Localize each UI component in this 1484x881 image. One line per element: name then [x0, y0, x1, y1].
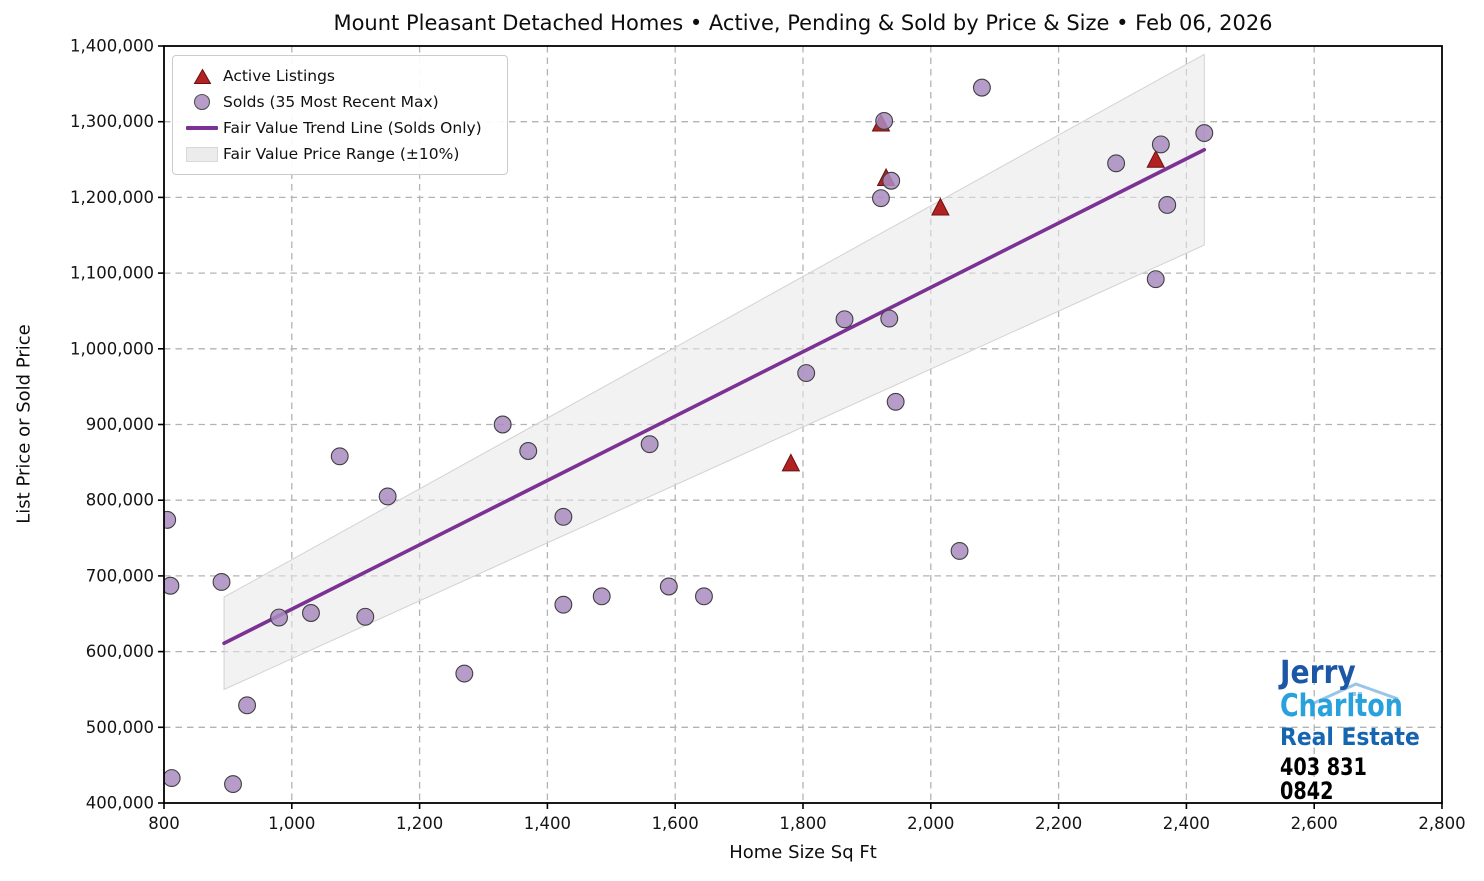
- y-tick-label: 700,000: [86, 566, 154, 585]
- chart-title: Mount Pleasant Detached Homes • Active, …: [333, 11, 1273, 35]
- roof-icon: [1313, 682, 1399, 705]
- legend-item-trend-line: Fair Value Trend Line (Solds Only): [181, 115, 497, 141]
- logo-charlton: Charlton: [1280, 688, 1403, 724]
- sold-point: [224, 775, 242, 794]
- y-tick-label: 800,000: [86, 491, 154, 510]
- y-tick-label: 1,300,000: [70, 112, 154, 131]
- sold-point: [330, 447, 349, 466]
- y-tick-label: 1,000,000: [70, 339, 154, 358]
- sold-point: [875, 111, 894, 130]
- x-tick-label: 2,800: [1418, 814, 1465, 833]
- active-listing-point: [781, 453, 801, 472]
- x-tick-label: 1,400: [524, 814, 571, 833]
- sold-point: [164, 576, 180, 595]
- sold-point: [356, 607, 375, 626]
- trend-line: [222, 147, 1207, 646]
- legend-label: Solds (35 Most Recent Max): [223, 93, 439, 111]
- sold-point: [882, 171, 901, 190]
- legend-item-solds: Solds (35 Most Recent Max): [181, 89, 497, 115]
- sold-point: [872, 189, 890, 208]
- sold-point: [1158, 196, 1177, 214]
- y-tick-label: 500,000: [86, 718, 154, 737]
- y-tick-label: 600,000: [86, 642, 154, 661]
- legend-item-active-listings: Active Listings: [181, 63, 497, 89]
- plot-data-group: [164, 53, 1214, 794]
- sold-point: [164, 510, 177, 529]
- y-tick-label: 900,000: [86, 415, 154, 434]
- y-tick-label: 1,100,000: [70, 264, 154, 283]
- sold-point: [519, 442, 538, 460]
- x-axis-title: Home Size Sq Ft: [729, 842, 877, 863]
- sold-point: [554, 507, 573, 526]
- sold-point: [640, 435, 659, 454]
- sold-point: [1107, 154, 1126, 173]
- legend-label: Fair Value Trend Line (Solds Only): [223, 119, 482, 137]
- trend-line-icon: [181, 126, 223, 130]
- y-tick-label: 1,200,000: [70, 188, 154, 207]
- sold-point: [880, 309, 899, 328]
- sold-circle-icon: [181, 93, 223, 111]
- sold-point: [592, 587, 611, 606]
- sold-point: [270, 608, 288, 627]
- y-tick-label: 1,400,000: [70, 37, 154, 56]
- price-range-band-icon: [181, 146, 223, 162]
- legend-label: Fair Value Price Range (±10%): [223, 145, 460, 163]
- y-tick-label: 400,000: [86, 794, 154, 813]
- logo-real-estate: Real Estate: [1280, 723, 1420, 751]
- logo-jerry: Jerry: [1280, 653, 1356, 691]
- sold-point: [238, 696, 257, 715]
- sold-point: [886, 392, 905, 411]
- x-tick-label: 2,000: [907, 814, 954, 833]
- sold-point: [950, 541, 969, 560]
- sold-point: [835, 310, 854, 329]
- sold-point: [972, 78, 991, 97]
- active-listing-point: [1146, 149, 1166, 168]
- x-tick-label: 1,200: [396, 814, 443, 833]
- x-tick-label: 2,200: [1035, 814, 1082, 833]
- logo-phone-number: 403 831 0842: [1280, 753, 1367, 805]
- sold-point: [1151, 135, 1170, 154]
- y-axis-title: List Price or Sold Price: [13, 324, 35, 524]
- legend-item-price-range: Fair Value Price Range (±10%): [181, 141, 497, 167]
- sold-point: [695, 587, 713, 606]
- fair-value-band: [223, 53, 1205, 691]
- sold-point: [302, 604, 320, 622]
- x-tick-label: 1,000: [268, 814, 315, 833]
- x-tick-label: 1,600: [652, 814, 699, 833]
- sold-point: [378, 487, 397, 506]
- brand-logo: Jerry Charlton Real Estate 403 831 0842: [1280, 656, 1440, 803]
- sold-point: [1195, 124, 1214, 143]
- sold-point: [493, 415, 512, 434]
- plot-border: [163, 45, 1443, 804]
- legend: Active Listings Solds (35 Most Recent Ma…: [172, 55, 508, 175]
- sold-point: [797, 364, 816, 382]
- x-tick-label: 800: [148, 814, 180, 833]
- x-tick-label: 2,600: [1291, 814, 1338, 833]
- sold-point: [212, 573, 231, 591]
- active-listing-point: [931, 197, 950, 216]
- sold-point: [455, 664, 474, 683]
- sold-point: [1146, 270, 1165, 289]
- legend-label: Active Listings: [223, 67, 336, 85]
- x-tick-label: 2,400: [1163, 814, 1210, 833]
- x-tick-label: 1,800: [779, 814, 826, 833]
- sold-point: [554, 595, 573, 614]
- sold-point: [659, 577, 678, 596]
- active-listing-triangle-icon: [181, 67, 223, 85]
- sold-point: [164, 769, 181, 787]
